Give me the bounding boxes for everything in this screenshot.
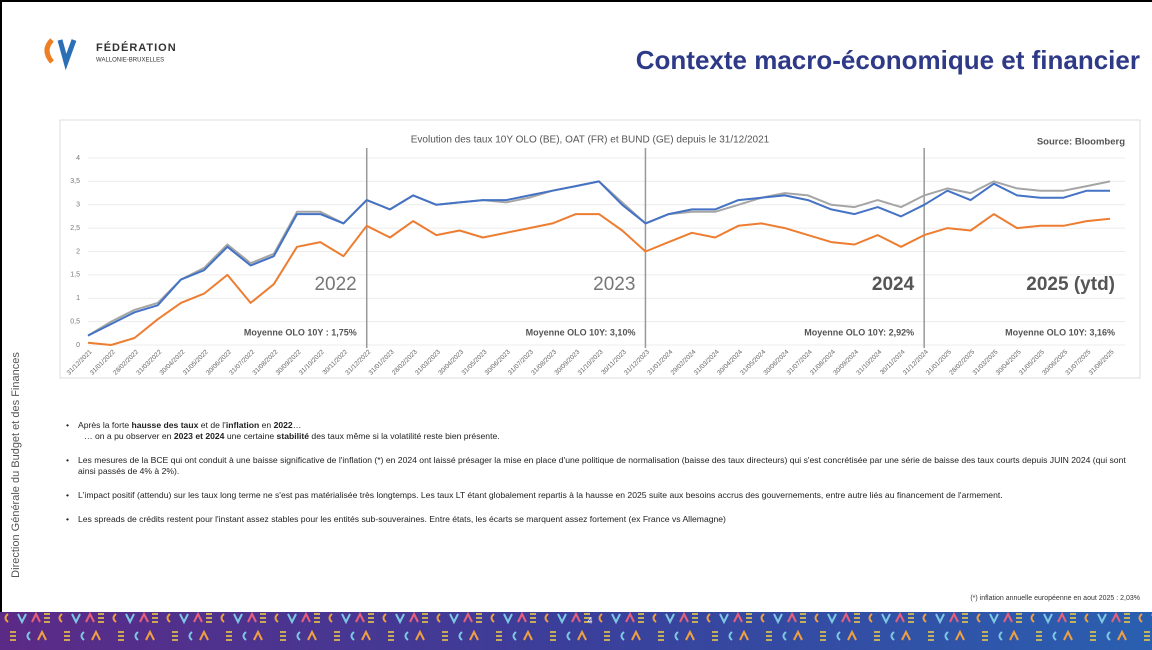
text: Après la forte: [78, 420, 132, 430]
text-bold: stabilité: [276, 431, 310, 441]
text: des taux même si la volatilité reste bie…: [309, 431, 500, 441]
side-text: Direction Générale du Budget et des Fina…: [10, 352, 22, 578]
period-average: Moyenne OLO 10Y: 2,92%: [804, 327, 914, 337]
bullet: Après la forte hausse des taux et de l'i…: [62, 420, 1142, 442]
y-tick-label: 3,5: [70, 178, 80, 185]
period-label: 2022: [314, 274, 356, 295]
series-line: [87, 180, 1110, 337]
y-tick-label: 4: [76, 155, 80, 162]
text-bold: 2022: [273, 420, 293, 430]
footnote: (*) inflation annuelle européenne en aou…: [970, 595, 1140, 602]
bullets: Après la forte hausse des taux et de l'i…: [62, 420, 1142, 534]
chart-source: Source: Bloomberg: [1037, 137, 1125, 148]
page-number: 4: [587, 615, 592, 625]
period-average: Moyenne OLO 10Y: 3,16%: [1005, 327, 1115, 337]
chart-title: Evolution des taux 10Y OLO (BE), OAT (FR…: [411, 135, 770, 146]
period-average: Moyenne OLO 10Y : 1,75%: [244, 327, 357, 337]
text: L'impact positif (attendu) sur les taux …: [78, 490, 1003, 500]
org-name: FÉDÉRATION: [96, 41, 177, 54]
bullet: Les mesures de la BCE qui ont conduit à …: [62, 455, 1142, 477]
bullet: L'impact positif (attendu) sur les taux …: [62, 490, 1142, 501]
y-tick-label: 0,5: [70, 318, 80, 325]
text-bold: hausse des taux: [131, 420, 199, 430]
y-tick-label: 0: [76, 342, 80, 349]
text-bold: 2023 et 2024: [173, 431, 225, 441]
text: … on a pu observer en: [84, 431, 174, 441]
chart-frame: [59, 119, 1141, 379]
text: Les spreads de crédits restent pour l'in…: [78, 514, 726, 524]
y-tick-label: 3: [76, 202, 80, 209]
slide-title: Contexte macro-économique et financier: [636, 45, 1140, 75]
y-tick-label: 1,5: [70, 272, 80, 279]
period-average: Moyenne OLO 10Y: 3,10%: [526, 327, 636, 337]
series-line: [87, 213, 1111, 346]
bullet: Les spreads de crédits restent pour l'in…: [62, 514, 1142, 525]
y-tick-label: 2,5: [70, 225, 80, 232]
text: …: [292, 420, 302, 430]
text: une certaine: [224, 431, 277, 441]
text-bold: inflation: [225, 420, 260, 430]
text: et de l': [198, 420, 226, 430]
footer-pattern: [0, 612, 1152, 650]
text: en: [259, 420, 274, 430]
period-label: 2023: [593, 274, 635, 295]
period-label: 2024: [872, 274, 915, 295]
period-label: 2025 (ytd): [1026, 274, 1115, 295]
y-tick-label: 1: [76, 295, 80, 302]
text: Les mesures de la BCE qui ont conduit à …: [78, 455, 1126, 476]
logo: [44, 38, 77, 71]
org-sub: WALLONIE-BRUXELLES: [96, 58, 164, 64]
y-tick-label: 2: [76, 248, 80, 255]
